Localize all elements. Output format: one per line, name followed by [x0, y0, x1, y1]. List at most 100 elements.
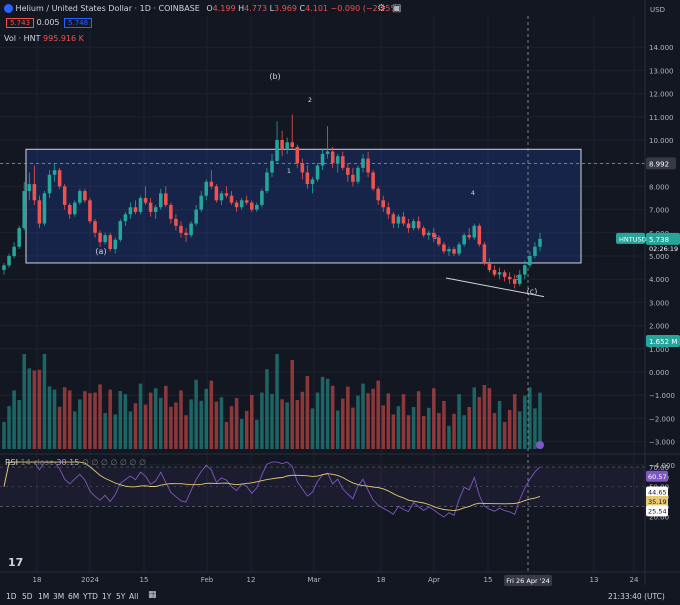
candle-body — [300, 163, 305, 173]
candle-body — [229, 195, 234, 203]
candle-body — [315, 165, 320, 180]
camera-icon[interactable]: ▣ — [392, 3, 402, 14]
candle-body — [244, 200, 249, 203]
ticker-tag-bg — [616, 232, 645, 244]
volume-bar — [47, 386, 52, 449]
last-price-tag-text: 5.738 — [649, 236, 669, 244]
settings-icon[interactable]: ⚙ — [377, 3, 386, 14]
volume-bar — [472, 387, 477, 449]
candle-body — [361, 158, 365, 168]
volume-bar — [123, 394, 128, 449]
rsi-ma-line — [3, 461, 541, 512]
volume-bar — [128, 411, 133, 449]
volume-bar — [280, 399, 284, 449]
candle-body — [219, 193, 224, 201]
timeframe-5y[interactable]: 5Y — [116, 592, 126, 601]
volume-bar — [411, 407, 416, 449]
price-tick: −2.000 — [649, 415, 675, 423]
rsi-band — [0, 467, 645, 507]
crosshair-price-tag-bg — [646, 157, 676, 170]
candle-body — [143, 198, 148, 203]
candle-body — [113, 239, 118, 250]
rsi-value-tag: 60.57 — [646, 470, 668, 482]
volume-bar — [401, 394, 406, 449]
rsi-label: RSI — [5, 458, 18, 467]
volume-bar — [194, 379, 198, 449]
volume-bar — [502, 422, 507, 449]
rsi-upper-tag-bg — [646, 486, 668, 498]
volume-bar — [462, 415, 466, 449]
rsi-lower-tag-bg — [646, 505, 668, 517]
volume-bar — [184, 415, 188, 449]
bid-price[interactable]: 5.743 — [6, 18, 35, 28]
candle-body — [73, 202, 77, 215]
timeframe-all[interactable]: All — [129, 592, 139, 601]
candle-body — [214, 186, 219, 201]
time-tick: 15 — [484, 576, 493, 584]
volume-bars — [2, 354, 542, 449]
tradingview-logo[interactable]: 17 — [8, 556, 24, 569]
wave-label: 1 — [287, 167, 291, 175]
candle-body — [487, 262, 492, 270]
candle-body — [179, 225, 183, 233]
candle-body — [57, 170, 62, 187]
candle-body — [275, 140, 279, 161]
ask-price[interactable]: 5.748 — [64, 18, 93, 28]
candle-body — [239, 200, 244, 208]
trend-line — [445, 277, 545, 298]
volume-bar — [255, 419, 259, 449]
candle-body — [467, 235, 471, 238]
volume-bar — [234, 398, 239, 449]
candles — [2, 114, 542, 289]
volume-bar — [229, 406, 234, 449]
candle-body — [528, 256, 532, 266]
timeframe-6m[interactable]: 6M — [68, 592, 80, 601]
candle-body — [98, 232, 102, 243]
ohlc-h: 4.773 — [244, 4, 268, 13]
symbol-title: Helium / United States Dollar · 1D · COI… — [15, 4, 200, 13]
volume-bar — [209, 380, 214, 449]
volume-bar — [416, 391, 421, 449]
volume-bar — [37, 369, 42, 449]
volume-bar — [432, 388, 436, 449]
timeframe-1d[interactable]: 1D — [6, 592, 17, 601]
rsi-lower-tag-text: 25.54 — [648, 507, 667, 515]
candle-body — [67, 204, 72, 215]
timeframe-3m[interactable]: 3M — [53, 592, 65, 601]
volume-bar — [386, 393, 391, 449]
volume-bar — [507, 410, 512, 449]
timeframe-5d[interactable]: 5D — [22, 592, 33, 601]
candle-body — [330, 151, 335, 164]
volume-bar — [42, 354, 47, 449]
crosshair-date-text: Fri 26 Apr '24 — [506, 577, 550, 585]
rsi-tick: 70.00 — [649, 464, 669, 472]
volume-bar — [174, 402, 178, 449]
candle-body — [169, 204, 173, 219]
candle-body — [32, 184, 37, 201]
wave-label: 4 — [471, 189, 475, 197]
ohlc-change: −0.090 (−2.15%) — [330, 4, 402, 13]
candle-body — [452, 249, 456, 254]
symbol-header[interactable]: Helium / United States Dollar · 1D · COI… — [4, 4, 401, 13]
volume-bar — [366, 393, 370, 449]
calendar-range-icon[interactable]: ▦ — [148, 590, 157, 600]
candle-body — [108, 235, 112, 250]
volume-bar — [518, 411, 522, 449]
rsi-placeholders: ∅ ∅ ∅ ∅ ∅ ∅ ∅ — [81, 458, 146, 467]
price-tick: 12.000 — [649, 91, 674, 99]
timeframe-ytd[interactable]: YTD — [83, 592, 98, 601]
candle-body — [305, 172, 310, 185]
timeframe-1m[interactable]: 1M — [38, 592, 50, 601]
time-tick: 13 — [590, 576, 599, 584]
crosshair-date-bg — [504, 575, 552, 586]
volume-bar — [143, 404, 148, 449]
timeframe-1y[interactable]: 1Y — [102, 592, 112, 601]
volume-bar — [305, 376, 310, 449]
bid-ask-row: 5.743 0.005 5.748 — [4, 18, 93, 28]
volume-bar — [376, 380, 380, 449]
candle-body — [199, 195, 203, 210]
time-tick: 24 — [630, 576, 639, 584]
candle-body — [351, 174, 355, 182]
candle-body — [270, 160, 274, 173]
